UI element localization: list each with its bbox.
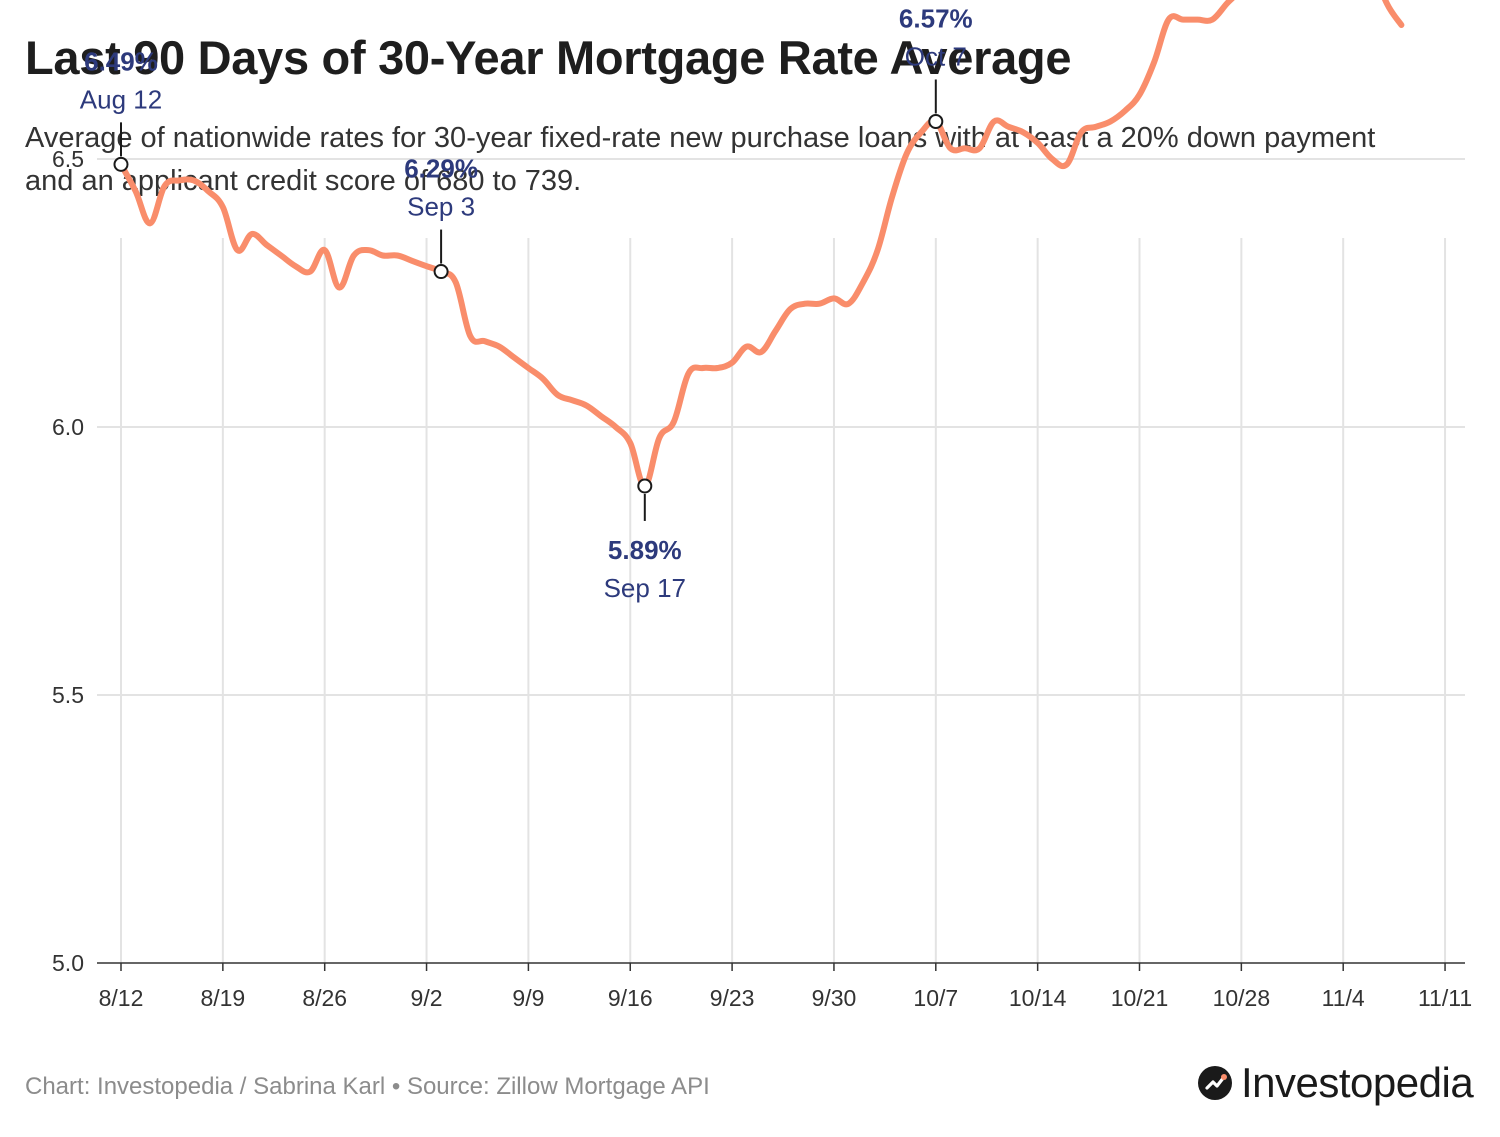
annotation-value: 5.89% <box>608 535 682 565</box>
investopedia-logo-icon <box>1198 1066 1232 1100</box>
line-layer <box>118 0 1405 490</box>
x-tick-label: 9/30 <box>812 985 857 1011</box>
x-tick-label: 10/21 <box>1111 985 1169 1011</box>
investopedia-logo[interactable]: Investopedia <box>1197 1058 1474 1108</box>
grid-layer <box>97 158 1465 963</box>
y-tick-label: 5.5 <box>52 682 84 708</box>
y-tick-label: 6.0 <box>52 414 84 440</box>
x-tick-label: 8/19 <box>200 985 245 1011</box>
x-tick-label: 8/12 <box>99 985 144 1011</box>
annotation-layer: 6.49% Aug 12 6.29% Sep 3 5.89% Sep 17 6.57% Oct… <box>80 3 973 603</box>
annotation-date: Sep 17 <box>604 573 686 603</box>
x-tick-label: 9/9 <box>512 985 544 1011</box>
x-tick-label: 9/23 <box>710 985 755 1011</box>
chart-source-footer: Chart: Investopedia / Sabrina Karl • Sou… <box>25 1073 710 1100</box>
x-tick-label: 8/26 <box>302 985 347 1011</box>
annotation-date: Oct 7 <box>905 41 967 71</box>
x-tick-label: 11/4 <box>1322 985 1365 1011</box>
y-tick-label: 5.0 <box>52 950 84 976</box>
axis-layer: 8/12 8/19 8/26 9/2 9/9 9/16 9/23 9/30 10/7 10/14 1… <box>52 146 1472 1011</box>
annotation-date: Aug 12 <box>80 84 162 114</box>
chart-title: Last 90 Days of 30-Year Mortgage Rate Av… <box>25 31 1072 84</box>
x-tick-label: 10/28 <box>1213 985 1271 1011</box>
annotation-point <box>637 478 653 494</box>
brand-name: Investopedia <box>1241 1059 1474 1106</box>
y-tick-label: 6.5 <box>52 146 84 172</box>
annotation-date: Sep 3 <box>407 192 475 222</box>
x-tick-label: 10/14 <box>1009 985 1067 1011</box>
annotation-value: 6.29% <box>404 154 478 184</box>
x-tick-label: 9/16 <box>608 985 653 1011</box>
rate-series-line <box>118 0 1405 490</box>
annotation-point <box>433 264 449 280</box>
x-tick-label: 11/11 <box>1418 985 1472 1011</box>
annotation-point <box>113 156 129 172</box>
annotation-value: 6.57% <box>899 3 973 33</box>
annotation-value: 6.49% <box>84 46 158 76</box>
x-tick-label: 10/7 <box>913 985 958 1011</box>
annotation-point <box>928 113 944 129</box>
x-tick-label: 9/2 <box>411 985 443 1011</box>
